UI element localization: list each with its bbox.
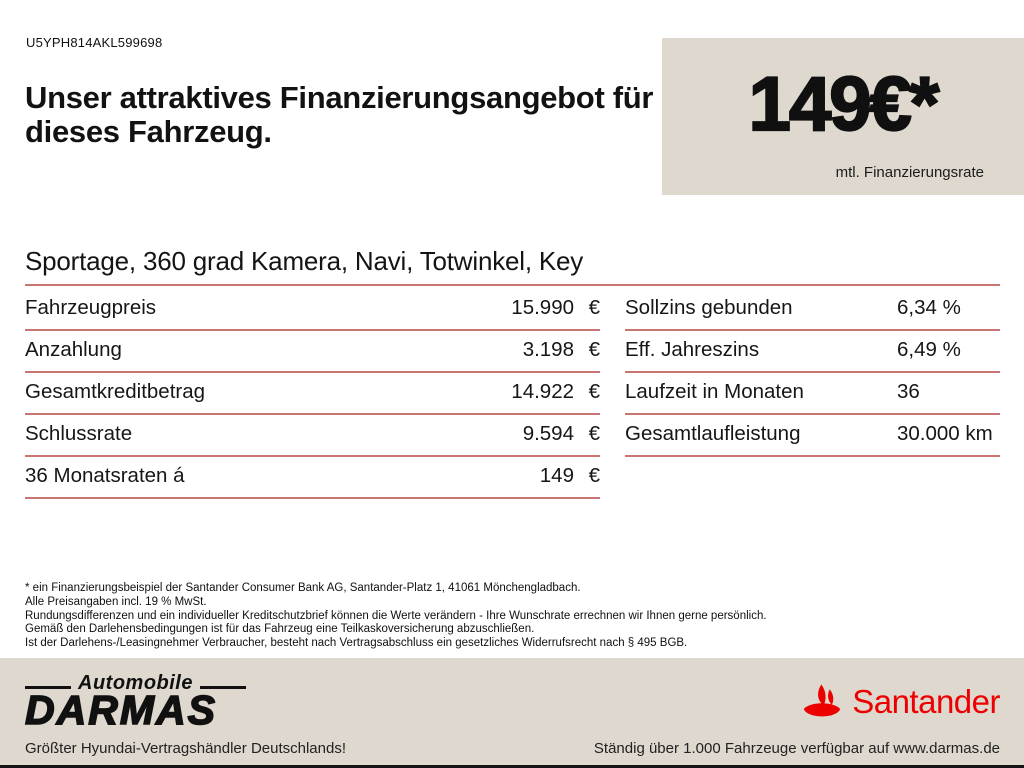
page-title: Unser attraktives Finanzierungsangebot f… (25, 79, 654, 149)
finance-table-right-column: Sollzins gebunden 6,34 % Eff. Jahreszins… (625, 291, 1000, 501)
row-label: 36 Monatsraten á (25, 464, 185, 487)
row-unit: € (588, 380, 600, 403)
table-row: Anzahlung 3.198 € (25, 333, 600, 373)
logo-left-bar (25, 685, 71, 689)
darmas-logo-name: DARMAS (24, 687, 217, 733)
vin-number: U5YPH814AKL599698 (26, 35, 163, 50)
santander-logo-text: Santander (852, 683, 1000, 720)
row-value: 149 (539, 464, 574, 487)
row-label: Schlussrate (25, 422, 133, 445)
row-unit: € (588, 422, 600, 445)
logo-right-bar (200, 685, 246, 689)
santander-logo: Santander (801, 683, 1000, 721)
footnote-line: Ist der Darlehens-/Leasingnehmer Verbrau… (25, 637, 688, 650)
row-value: 30.000 km (897, 422, 993, 445)
santander-flame-icon (804, 684, 841, 717)
row-unit: € (588, 338, 600, 361)
darmas-logo-word: Automobile (78, 672, 193, 694)
row-value: 9.594 (522, 422, 574, 445)
dealer-tagline: Größter Hyundai-Vertragshändler Deutschl… (25, 740, 346, 757)
row-label: Eff. Jahreszins (625, 338, 760, 361)
bottom-divider-bar (0, 765, 1024, 768)
legal-footnotes: * ein Finanzierungsbeispiel der Santande… (25, 582, 1000, 651)
table-row: 36 Monatsraten á 149 € (25, 459, 600, 499)
row-label: Anzahlung (25, 338, 122, 361)
table-row: Schlussrate 9.594 € (25, 417, 600, 457)
footnote-line: Gemäß den Darlehensbedingungen ist für d… (25, 623, 535, 636)
table-row: Laufzeit in Monaten 36 (625, 375, 1000, 415)
row-unit: € (588, 296, 600, 319)
row-label: Fahrzeugpreis (25, 296, 157, 319)
row-label: Gesamtkreditbetrag (25, 380, 206, 403)
footer: Automobile DARMAS Santander Größter Hyun… (0, 658, 1024, 768)
row-label: Laufzeit in Monaten (625, 380, 804, 403)
footnote-line: Alle Preisangaben incl. 19 % MwSt. (25, 595, 207, 608)
row-value: 3.198 (522, 338, 574, 361)
finance-table-left-column: Fahrzeugpreis 15.990 € Anzahlung 3.198 €… (25, 291, 600, 501)
website-tagline: Ständig über 1.000 Fahrzeuge verfügbar a… (593, 740, 1000, 757)
row-value: 6,34 % (897, 296, 961, 319)
table-row: Gesamtkreditbetrag 14.922 € (25, 375, 600, 415)
darmas-logo-top: Automobile (25, 672, 246, 695)
monthly-rate-panel: 149€* mtl. Finanzierungsrate (662, 38, 1024, 195)
row-value: 14.922 (511, 380, 574, 403)
table-row: Eff. Jahreszins 6,49 % (625, 333, 1000, 373)
table-row: Gesamtlaufleistung 30.000 km (625, 417, 1000, 457)
table-row: Fahrzeugpreis 15.990 € (25, 291, 600, 331)
monthly-rate-value: 149€* (748, 60, 941, 147)
footnote-line: * ein Finanzierungsbeispiel der Santande… (25, 582, 581, 594)
monthly-rate-caption: mtl. Finanzierungsrate (835, 164, 984, 181)
table-row: Sollzins gebunden 6,34 % (625, 291, 1000, 331)
row-value: 15.990 (511, 296, 574, 319)
row-value: 6,49 % (897, 338, 961, 361)
darmas-logo: Automobile DARMAS (24, 672, 246, 733)
row-label: Sollzins gebunden (625, 296, 793, 319)
row-label: Gesamtlaufleistung (625, 422, 801, 445)
vehicle-title: Sportage, 360 grad Kamera, Navi, Totwink… (25, 246, 1000, 286)
footnote-line: Rundungsdifferenzen und ein individuelle… (25, 609, 767, 622)
row-unit: € (588, 464, 600, 487)
finance-table: Fahrzeugpreis 15.990 € Anzahlung 3.198 €… (25, 291, 1000, 501)
row-value: 36 (897, 380, 920, 403)
